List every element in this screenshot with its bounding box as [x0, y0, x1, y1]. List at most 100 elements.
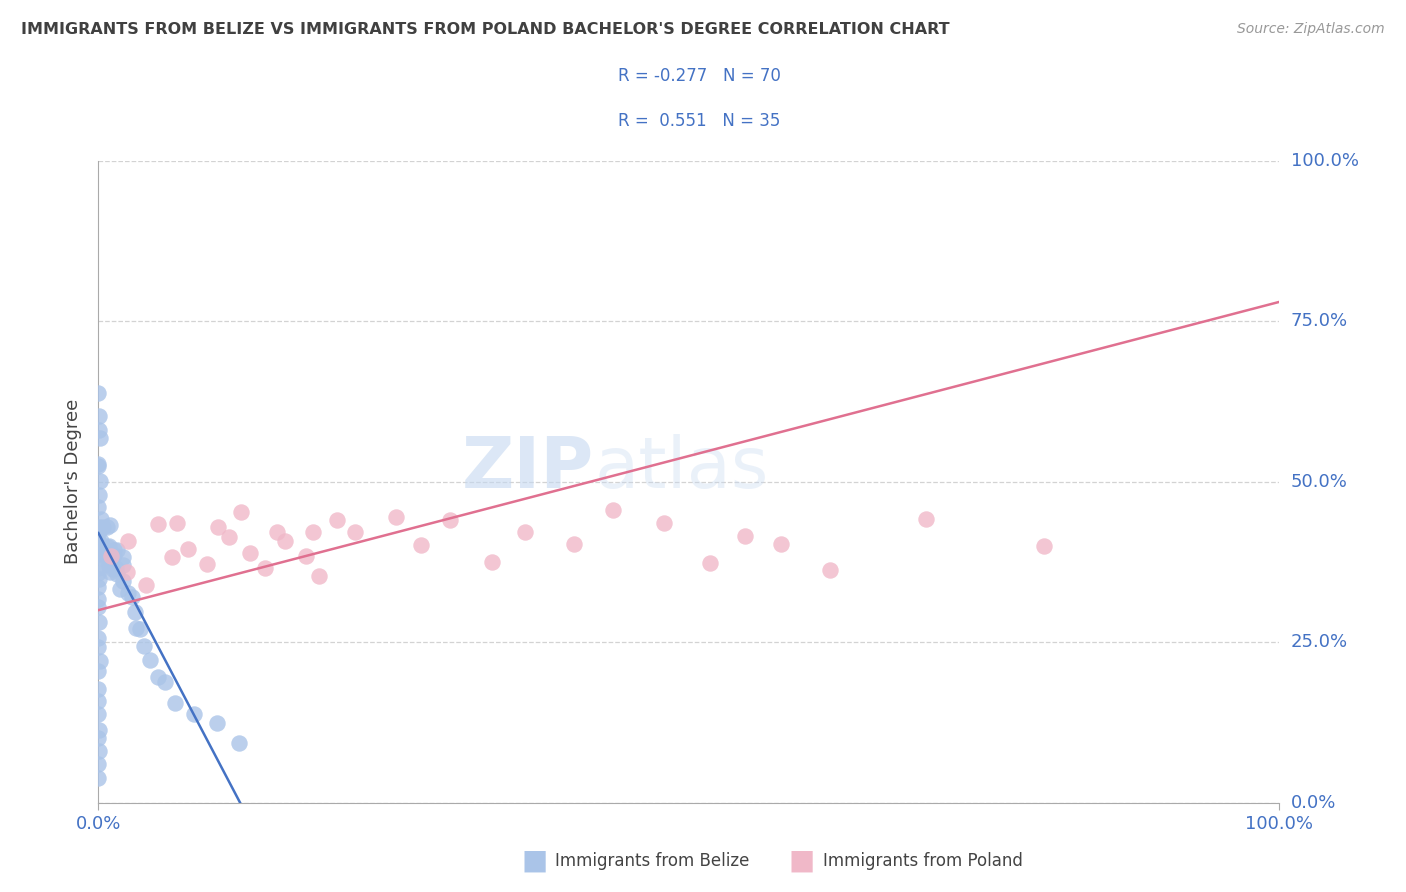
Point [87, 600, 110, 615]
Text: Source: ZipAtlas.com: Source: ZipAtlas.com [1237, 22, 1385, 37]
Point [87, 547, 110, 561]
Y-axis label: Bachelor's Degree: Bachelor's Degree [65, 399, 83, 565]
Point [139, 653, 162, 667]
Point [238, 545, 260, 559]
Point [97, 545, 120, 559]
Text: 75.0%: 75.0% [1291, 312, 1348, 330]
Text: 25.0%: 25.0% [1291, 633, 1348, 651]
Point [87, 560, 110, 574]
Point [734, 529, 756, 543]
Point [1033, 540, 1056, 554]
Point [117, 534, 139, 549]
Point [135, 578, 157, 592]
Point [87, 538, 110, 552]
Point [96, 520, 118, 534]
Point [112, 549, 135, 564]
Point [205, 716, 228, 731]
Point [87, 771, 110, 785]
Point [128, 622, 150, 636]
Point [115, 565, 138, 579]
Point [87, 566, 110, 581]
Point [134, 639, 156, 653]
Point [87, 580, 110, 594]
Point [87, 640, 110, 654]
Point [148, 670, 170, 684]
Point [97, 539, 120, 553]
Point [439, 513, 461, 527]
Point [602, 503, 624, 517]
Point [308, 568, 330, 582]
Point [87, 524, 110, 538]
Text: Immigrants from Belize: Immigrants from Belize [555, 852, 749, 870]
Point [301, 525, 323, 540]
Point [87, 591, 110, 606]
Point [87, 694, 110, 708]
Text: ZIP: ZIP [463, 434, 595, 503]
Point [769, 537, 792, 551]
Point [89, 424, 111, 438]
Point [87, 546, 110, 560]
Text: IMMIGRANTS FROM BELIZE VS IMMIGRANTS FROM POLAND BACHELOR'S DEGREE CORRELATION C: IMMIGRANTS FROM BELIZE VS IMMIGRANTS FRO… [21, 22, 949, 37]
Point [343, 524, 366, 539]
Point [87, 409, 110, 424]
Point [207, 520, 229, 534]
Point [89, 431, 111, 445]
Point [87, 707, 110, 722]
Point [183, 706, 205, 721]
Point [101, 562, 124, 576]
Point [148, 517, 170, 532]
Point [177, 542, 200, 557]
Point [91, 550, 114, 565]
Text: ■: ■ [789, 847, 814, 875]
Point [87, 500, 110, 514]
Point [89, 488, 111, 502]
Text: 50.0%: 50.0% [1291, 473, 1347, 491]
Point [87, 743, 110, 757]
Point [117, 585, 139, 599]
Point [98, 565, 121, 579]
Point [110, 582, 132, 596]
Point [513, 524, 536, 539]
Point [915, 511, 938, 525]
Point [112, 558, 135, 572]
Text: R = -0.277   N = 70: R = -0.277 N = 70 [619, 67, 780, 85]
Bar [560, 58, 606, 93]
Point [104, 561, 127, 575]
FancyBboxPatch shape [547, 45, 831, 148]
Point [654, 516, 676, 531]
Point [97, 558, 120, 572]
Point [87, 459, 110, 474]
Bar [560, 103, 606, 138]
Point [160, 549, 183, 564]
Point [218, 530, 240, 544]
Point [91, 538, 114, 552]
Text: R =  0.551   N = 35: R = 0.551 N = 35 [619, 112, 780, 129]
Point [89, 572, 111, 586]
Point [253, 561, 276, 575]
Text: 0.0%: 0.0% [1291, 794, 1336, 812]
Point [87, 731, 110, 745]
Point [87, 757, 110, 772]
Point [103, 548, 125, 562]
Point [699, 556, 721, 570]
Point [87, 631, 110, 645]
Point [153, 675, 176, 690]
Point [121, 590, 143, 604]
Point [124, 605, 146, 619]
Text: 100.0%: 100.0% [1291, 152, 1358, 169]
Point [105, 542, 128, 557]
Point [481, 556, 503, 570]
Point [266, 524, 288, 539]
Point [89, 512, 111, 526]
Point [89, 654, 111, 668]
Point [326, 513, 349, 527]
Point [87, 665, 110, 679]
Point [87, 519, 110, 533]
Point [98, 550, 121, 565]
Point [87, 526, 110, 541]
Point [124, 621, 146, 635]
Point [112, 574, 135, 589]
Point [97, 540, 120, 554]
Point [165, 696, 187, 710]
Point [562, 537, 585, 551]
